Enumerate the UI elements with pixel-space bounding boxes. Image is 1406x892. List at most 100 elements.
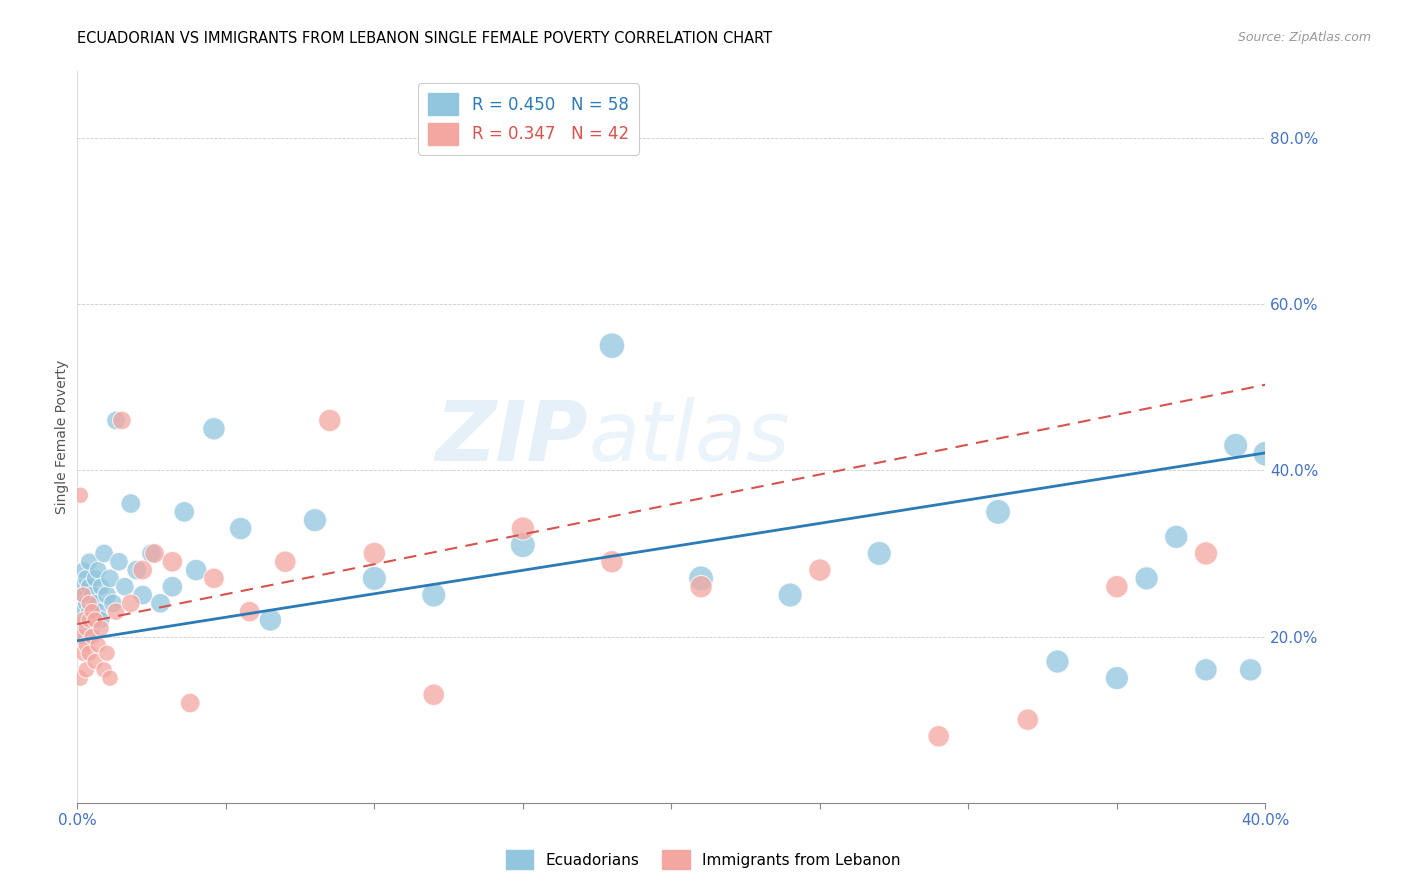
- Point: [179, 696, 201, 710]
- Point: [1195, 663, 1218, 677]
- Point: [77, 605, 100, 619]
- Point: [77, 596, 100, 610]
- Point: [1105, 671, 1128, 685]
- Point: [779, 588, 801, 602]
- Point: [72, 646, 94, 660]
- Text: atlas: atlas: [588, 397, 790, 477]
- Point: [108, 555, 131, 569]
- Point: [84, 655, 107, 669]
- Point: [162, 555, 184, 569]
- Point: [202, 422, 225, 436]
- Point: [72, 588, 94, 602]
- Point: [72, 613, 94, 627]
- Point: [131, 563, 153, 577]
- Point: [77, 613, 100, 627]
- Point: [104, 413, 127, 427]
- Point: [69, 613, 91, 627]
- Point: [114, 580, 136, 594]
- Point: [1136, 571, 1159, 585]
- Point: [1166, 530, 1188, 544]
- Point: [75, 571, 97, 585]
- Point: [186, 563, 208, 577]
- Point: [101, 596, 124, 610]
- Point: [72, 621, 94, 635]
- Point: [82, 630, 104, 644]
- Point: [82, 621, 104, 635]
- Point: [125, 563, 148, 577]
- Point: [93, 663, 115, 677]
- Point: [131, 588, 153, 602]
- Point: [75, 596, 97, 610]
- Point: [928, 729, 950, 743]
- Legend: Ecuadorians, Immigrants from Lebanon: Ecuadorians, Immigrants from Lebanon: [499, 844, 907, 875]
- Legend: R = 0.450   N = 58, R = 0.347   N = 42: R = 0.450 N = 58, R = 0.347 N = 42: [419, 83, 638, 154]
- Point: [75, 621, 97, 635]
- Point: [72, 605, 94, 619]
- Point: [77, 646, 100, 660]
- Point: [75, 613, 97, 627]
- Point: [363, 546, 385, 560]
- Point: [690, 571, 713, 585]
- Point: [304, 513, 326, 527]
- Point: [319, 413, 342, 427]
- Point: [72, 563, 94, 577]
- Point: [162, 580, 184, 594]
- Point: [1017, 713, 1039, 727]
- Point: [987, 505, 1010, 519]
- Point: [600, 338, 623, 352]
- Point: [84, 571, 107, 585]
- Point: [75, 630, 97, 644]
- Point: [512, 521, 534, 535]
- Point: [274, 555, 297, 569]
- Point: [69, 671, 91, 685]
- Point: [600, 555, 623, 569]
- Point: [173, 505, 195, 519]
- Point: [1046, 655, 1069, 669]
- Point: [423, 688, 446, 702]
- Point: [69, 630, 91, 644]
- Point: [77, 580, 100, 594]
- Point: [87, 638, 110, 652]
- Point: [90, 613, 112, 627]
- Point: [84, 613, 107, 627]
- Point: [69, 488, 91, 502]
- Point: [82, 613, 104, 627]
- Point: [111, 413, 134, 427]
- Point: [512, 538, 534, 552]
- Point: [143, 546, 166, 560]
- Point: [1239, 663, 1261, 677]
- Point: [87, 605, 110, 619]
- Point: [84, 596, 107, 610]
- Point: [75, 663, 97, 677]
- Point: [423, 588, 446, 602]
- Point: [1225, 438, 1247, 452]
- Point: [1254, 447, 1277, 461]
- Point: [75, 638, 97, 652]
- Point: [93, 546, 115, 560]
- Point: [69, 596, 91, 610]
- Point: [1105, 580, 1128, 594]
- Point: [868, 546, 890, 560]
- Point: [141, 546, 163, 560]
- Text: ZIP: ZIP: [436, 397, 588, 477]
- Point: [239, 605, 262, 619]
- Point: [690, 580, 713, 594]
- Point: [1195, 546, 1218, 560]
- Point: [90, 580, 112, 594]
- Point: [104, 605, 127, 619]
- Point: [98, 671, 121, 685]
- Point: [120, 497, 142, 511]
- Point: [82, 588, 104, 602]
- Point: [363, 571, 385, 585]
- Point: [77, 555, 100, 569]
- Y-axis label: Single Female Poverty: Single Female Poverty: [55, 360, 69, 514]
- Text: ECUADORIAN VS IMMIGRANTS FROM LEBANON SINGLE FEMALE POVERTY CORRELATION CHART: ECUADORIAN VS IMMIGRANTS FROM LEBANON SI…: [77, 31, 772, 46]
- Point: [87, 563, 110, 577]
- Point: [202, 571, 225, 585]
- Point: [96, 588, 118, 602]
- Point: [96, 646, 118, 660]
- Point: [120, 596, 142, 610]
- Text: Source: ZipAtlas.com: Source: ZipAtlas.com: [1237, 31, 1371, 45]
- Point: [82, 605, 104, 619]
- Point: [259, 613, 281, 627]
